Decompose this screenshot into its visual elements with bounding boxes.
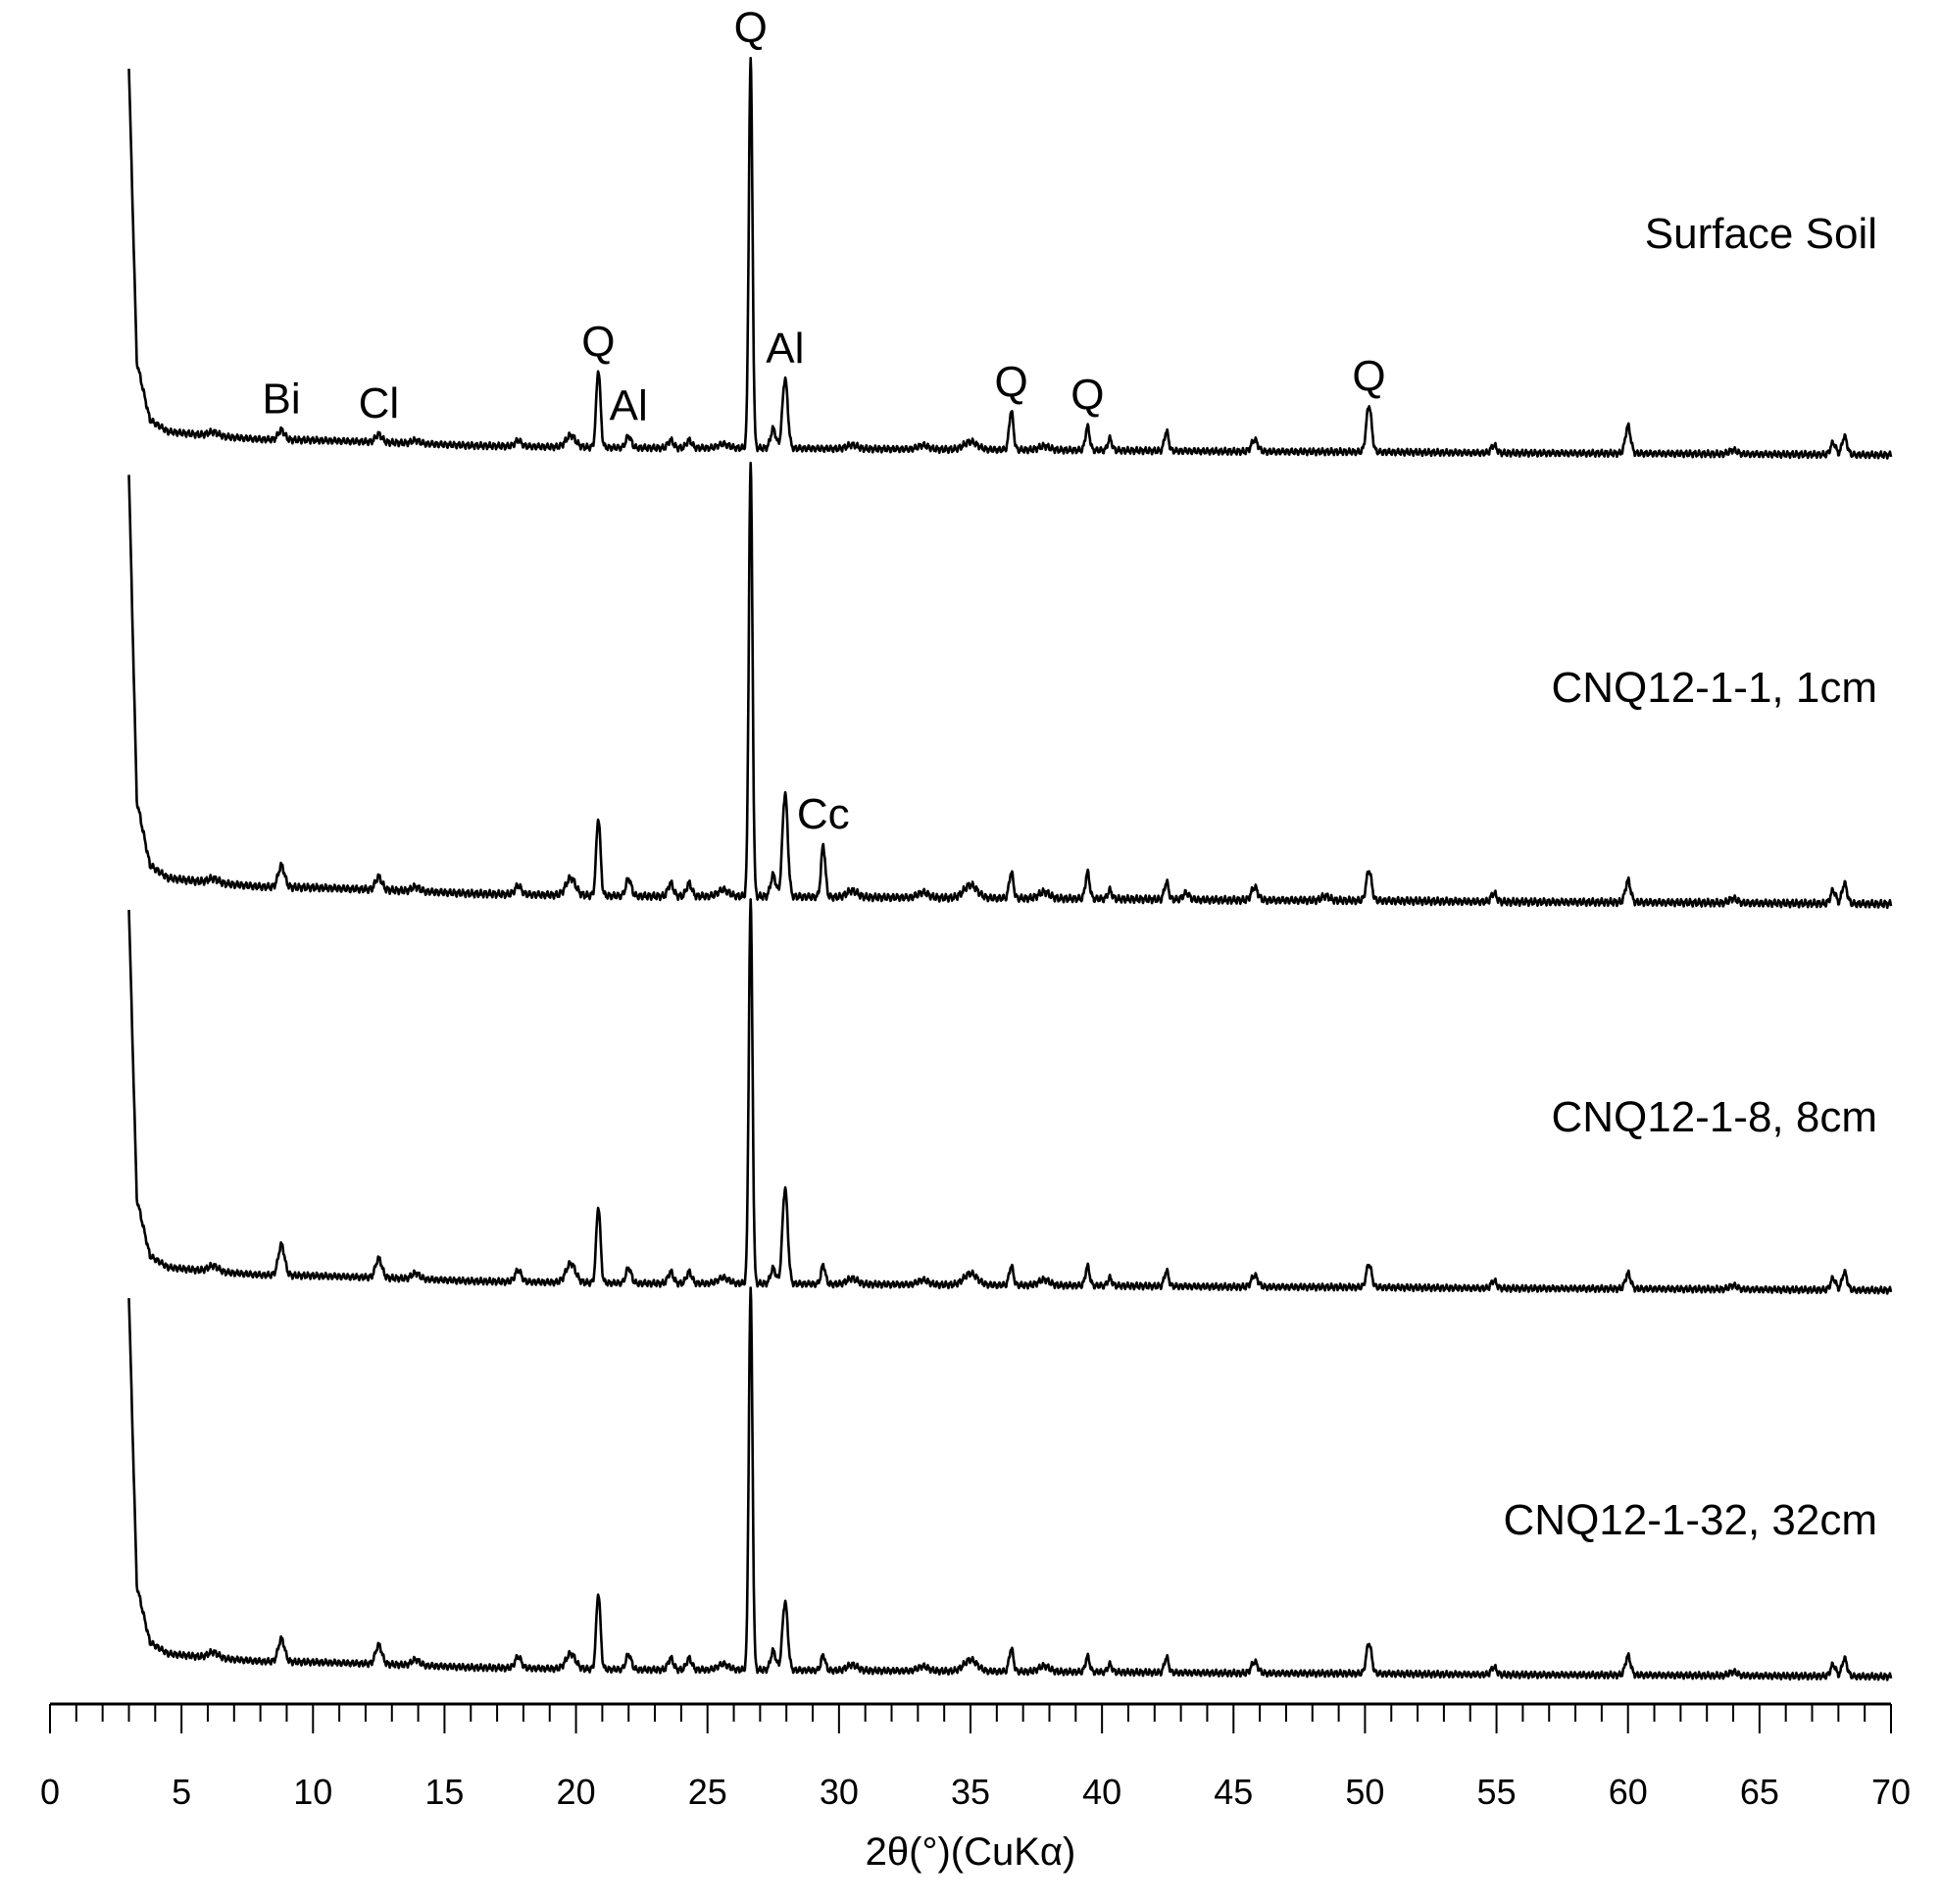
series-label-2: CNQ12-1-1, 1cm: [1551, 664, 1877, 712]
peak-label-1-5: Q: [734, 4, 768, 52]
peak-label-1-4: Al: [610, 382, 648, 430]
x-tick-label: 20: [557, 1772, 596, 1812]
x-tick-label: 45: [1214, 1772, 1253, 1812]
x-tick-label: 60: [1609, 1772, 1648, 1812]
series-label-4: CNQ12-1-32, 32cm: [1504, 1496, 1877, 1544]
x-tick-label: 65: [1740, 1772, 1779, 1812]
peak-label-1-1: Bi: [263, 375, 301, 423]
peak-label-1-2: Cl: [359, 379, 400, 427]
x-axis-ticks: [49, 1704, 1892, 1733]
series-label-1: Surface Soil: [1645, 210, 1877, 258]
x-tick-label: 15: [424, 1772, 464, 1812]
x-tick-label: 25: [688, 1772, 727, 1812]
x-tick-label: 0: [40, 1772, 60, 1812]
x-tick-label: 30: [820, 1772, 859, 1812]
series-trace-3: [127, 897, 1893, 1295]
peak-label-1-9: Q: [1352, 353, 1385, 401]
x-tick-label: 70: [1871, 1772, 1911, 1812]
series-trace-1: [127, 56, 1893, 460]
series-traces: [127, 56, 1893, 1681]
peak-label-1-3: Q: [581, 318, 615, 366]
x-axis-tick-labels: 0 5 10 15 20 25 30 35 40 45 50 55 60 65 70: [40, 1772, 1911, 1812]
series-trace-2: [127, 461, 1893, 910]
series-trace-4: [127, 1286, 1893, 1681]
x-axis: 0 5 10 15 20 25 30 35 40 45 50 55 60 65 70: [40, 1702, 1911, 1812]
x-tick-label: 50: [1345, 1772, 1384, 1812]
x-axis-title: 2θ(°)(CuKα): [866, 1830, 1076, 1874]
peak-label-2-1: Cc: [797, 790, 850, 838]
series-label-3: CNQ12-1-8, 8cm: [1551, 1093, 1877, 1141]
x-tick-label: 40: [1082, 1772, 1121, 1812]
x-tick-label: 5: [172, 1772, 191, 1812]
x-tick-label: 35: [951, 1772, 990, 1812]
x-tick-label: 10: [293, 1772, 332, 1812]
peak-label-1-8: Q: [1070, 372, 1104, 420]
series-labels: Surface Soil CNQ12-1-1, 1cm CNQ12-1-8, 8cm…: [1504, 210, 1877, 1544]
peak-label-1-6: Al: [766, 325, 804, 373]
peak-label-1-7: Q: [994, 358, 1027, 406]
x-tick-label: 55: [1477, 1772, 1517, 1812]
